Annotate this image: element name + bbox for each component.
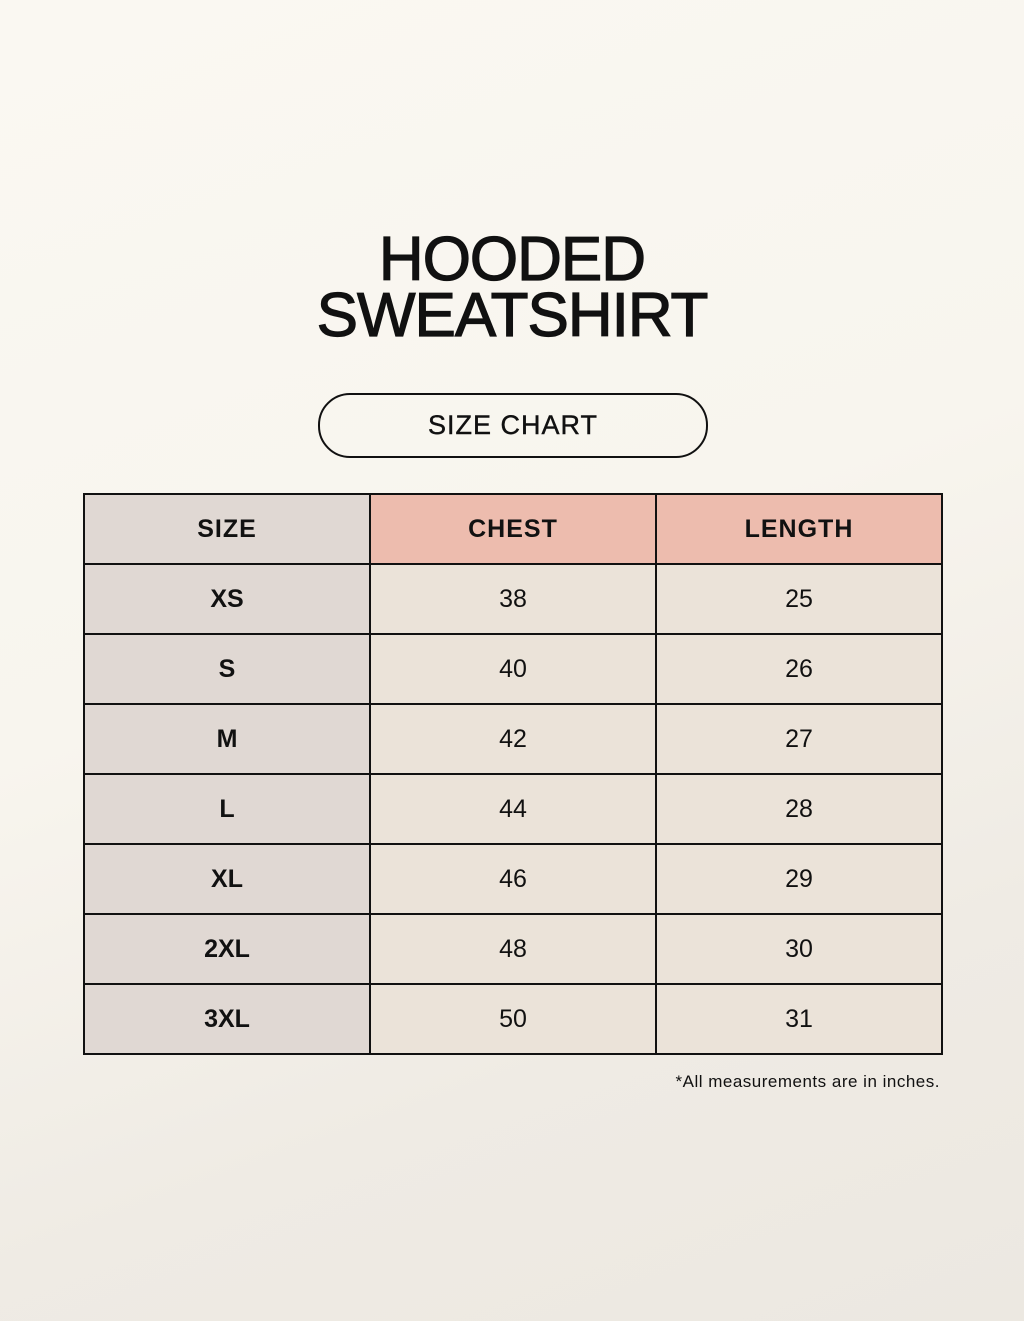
size-chart-badge: SIZE CHART <box>318 393 708 458</box>
cell-size: L <box>83 773 371 845</box>
table-row: M 42 27 <box>83 703 943 775</box>
cell-chest: 40 <box>369 633 657 705</box>
cell-length: 30 <box>655 913 943 985</box>
cell-length: 29 <box>655 843 943 915</box>
table-row: 2XL 48 30 <box>83 913 943 985</box>
table-row: S 40 26 <box>83 633 943 705</box>
header-size: SIZE <box>83 493 371 565</box>
cell-chest: 46 <box>369 843 657 915</box>
cell-size: 2XL <box>83 913 371 985</box>
cell-chest: 48 <box>369 913 657 985</box>
cell-chest: 38 <box>369 563 657 635</box>
title-line-2: SWEATSHIRT <box>316 281 709 350</box>
cell-size: XL <box>83 843 371 915</box>
cell-length: 31 <box>655 983 943 1055</box>
header-length: LENGTH <box>655 493 943 565</box>
cell-length: 28 <box>655 773 943 845</box>
title-line-1: HOODED <box>378 225 646 294</box>
table-row: XL 46 29 <box>83 843 943 915</box>
size-chart-label: SIZE CHART <box>427 410 599 440</box>
cell-size: S <box>83 633 371 705</box>
page-title: HOODED SWEATSHIRT <box>0 225 1024 350</box>
table-row: XS 38 25 <box>83 563 943 635</box>
cell-chest: 44 <box>369 773 657 845</box>
cell-length: 27 <box>655 703 943 775</box>
table-row: L 44 28 <box>83 773 943 845</box>
footnote: *All measurements are in inches. <box>675 1072 940 1091</box>
cell-chest: 50 <box>369 983 657 1055</box>
size-table: SIZE CHEST LENGTH XS 38 25 S 40 26 M 42 27 L 44 28 X… <box>83 493 943 1055</box>
cell-size: XS <box>83 563 371 635</box>
table-header-row: SIZE CHEST LENGTH <box>83 493 943 565</box>
header-chest: CHEST <box>369 493 657 565</box>
table-row: 3XL 50 31 <box>83 983 943 1055</box>
cell-length: 26 <box>655 633 943 705</box>
cell-length: 25 <box>655 563 943 635</box>
cell-chest: 42 <box>369 703 657 775</box>
cell-size: 3XL <box>83 983 371 1055</box>
cell-size: M <box>83 703 371 775</box>
